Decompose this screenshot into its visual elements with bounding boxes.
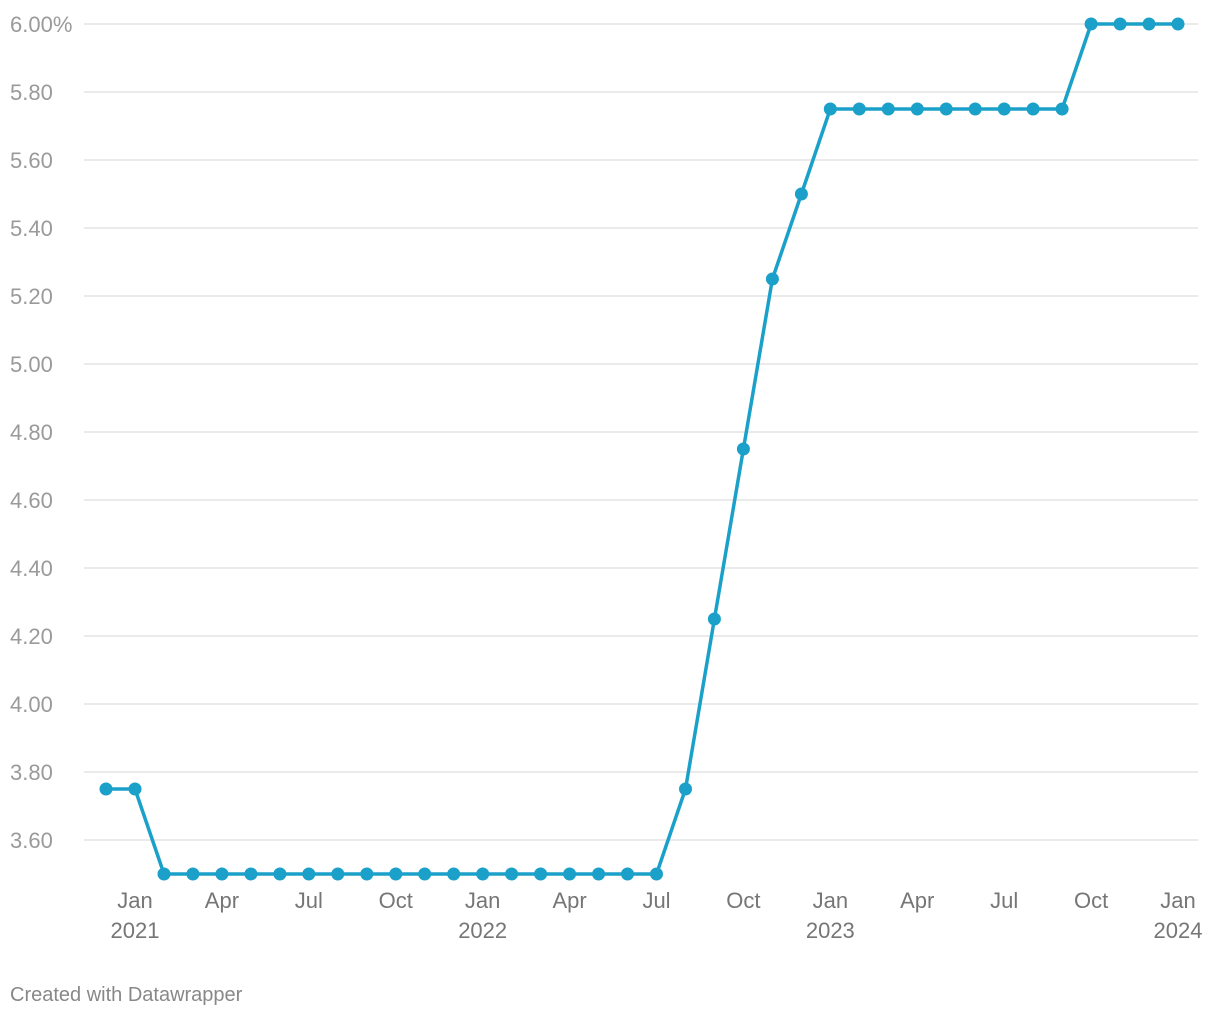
data-point [1142,17,1156,31]
data-point [881,102,895,116]
x-tick-label: Oct [1074,888,1108,913]
data-point [650,867,663,881]
x-tick-label: Jan [117,888,152,913]
data-point [939,102,953,116]
grid-lines [84,23,1198,841]
x-tick-year-label: 2021 [111,918,160,943]
x-tick-label: Jul [642,888,670,913]
x-tick-label: Jan [813,888,848,913]
data-point [1084,17,1098,31]
y-tick-label: 5.40 [10,216,53,241]
data-point [679,782,692,796]
x-tick-year-label: 2022 [458,918,507,943]
series-layer [99,17,1185,881]
data-point [707,612,721,626]
data-point [1026,102,1040,116]
x-tick-label: Apr [205,888,239,913]
x-tick-label: Jan [1160,888,1195,913]
data-point [186,867,200,881]
data-point [273,867,287,881]
y-tick-label: 3.80 [10,760,53,785]
y-tick-label: 5.00 [10,352,53,377]
data-point [563,867,577,881]
series-line [104,22,1180,876]
data-point [852,102,866,116]
y-tick-label: 4.80 [10,420,53,445]
data-point [534,867,548,881]
y-tick-label: 5.60 [10,148,53,173]
y-tick-label: 5.20 [10,284,53,309]
data-point [447,867,461,881]
y-axis-tick-labels: 6.00% 5.80 5.60 5.40 5.20 5.00 4.80 4.60 4.40 4.2… [10,12,72,853]
data-point [302,867,316,881]
x-tick-label: Jan [465,888,500,913]
y-tick-label: 5.80 [10,80,53,105]
y-tick-label: 3.60 [10,828,53,853]
data-point [505,867,519,881]
x-tick-label: Jul [295,888,323,913]
x-axis-tick-labels: Jan 2021 Apr Jul Oct Jan 2022 Apr Jul Oct Jan 2023 A… [111,888,1203,943]
data-point [1171,17,1185,31]
y-tick-label: 6.00% [10,12,72,37]
data-point [621,867,634,881]
data-point [1055,102,1069,116]
data-point [910,102,924,116]
x-tick-label: Apr [900,888,934,913]
data-point [476,867,490,881]
y-tick-label: 4.00 [10,692,53,717]
datawrapper-credit: Created with Datawrapper [10,984,243,1006]
data-point [331,867,345,881]
x-tick-year-label: 2024 [1154,918,1203,943]
data-point [794,187,808,201]
data-point [765,272,779,286]
x-tick-label: Jul [990,888,1018,913]
data-point [823,102,837,116]
y-tick-label: 4.40 [10,556,53,581]
data-point [968,102,982,116]
data-point [157,867,171,881]
x-tick-label: Oct [726,888,760,913]
data-point [244,867,258,881]
x-tick-label: Apr [552,888,586,913]
line-chart: 6.00% 5.80 5.60 5.40 5.20 5.00 4.80 4.60 4.40 4.2… [10,12,1203,943]
data-point [736,442,750,456]
data-point [1113,17,1127,31]
data-point [592,867,606,881]
data-point [215,867,229,881]
x-tick-year-label: 2023 [806,918,855,943]
data-point [128,782,142,796]
x-tick-label: Oct [379,888,413,913]
y-tick-label: 4.20 [10,624,53,649]
y-tick-label: 4.60 [10,488,53,513]
data-point [997,102,1011,116]
data-point [360,867,374,881]
data-point [418,867,432,881]
data-point [389,867,403,881]
data-point [99,782,113,796]
